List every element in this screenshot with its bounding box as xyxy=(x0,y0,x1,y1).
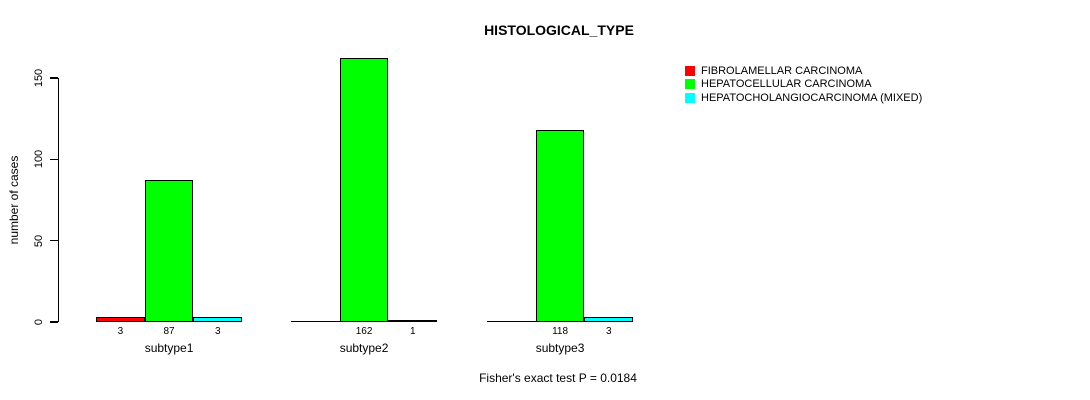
y-tick-label: 0 xyxy=(33,318,45,326)
bar-value-label: 87 xyxy=(163,326,175,337)
bar-value-label: 3 xyxy=(214,326,221,337)
bar-subtype1-series0 xyxy=(96,317,145,322)
legend-label: HEPATOCELLULAR CARCINOMA xyxy=(701,78,872,91)
legend-item: FIBROLAMELLAR CARCINOMA xyxy=(685,64,922,78)
y-tick-label: 150 xyxy=(33,68,45,88)
legend-label: FIBROLAMELLAR CARCINOMA xyxy=(701,64,863,77)
bar-subtype3-series2 xyxy=(584,317,634,322)
legend-swatch-cyan xyxy=(685,92,695,103)
legend-label: HEPATOCHOLANGIOCARCINOMA (MIXED) xyxy=(701,91,923,104)
bar-subtype2-series1 xyxy=(339,58,389,322)
legend: FIBROLAMELLAR CARCINOMA HEPATOCELLULAR C… xyxy=(685,64,922,105)
legend-swatch-green xyxy=(685,79,695,90)
y-axis-label: number of cases xyxy=(7,155,21,245)
bar-subtype1-series2 xyxy=(193,317,243,322)
bar-subtype2-series2 xyxy=(388,320,438,323)
legend-item: HEPATOCHOLANGIOCARCINOMA (MIXED) xyxy=(685,91,922,105)
legend-item: HEPATOCELLULAR CARCINOMA xyxy=(685,78,922,92)
chart-title: HISTOLOGICAL_TYPE xyxy=(484,22,634,38)
y-tick xyxy=(50,240,58,242)
bar-value-label: 3 xyxy=(117,326,124,337)
y-tick xyxy=(50,158,58,161)
statistical-test-annotation: Fisher's exact test P = 0.0184 xyxy=(479,371,637,385)
y-tick xyxy=(50,321,58,323)
bar-value-label: 162 xyxy=(355,326,373,337)
bar-value-label: 1 xyxy=(409,326,416,337)
x-category-label-subtype3: subtype3 xyxy=(535,341,585,355)
legend-swatch-red xyxy=(685,65,695,76)
x-category-label-subtype2: subtype2 xyxy=(339,341,389,355)
bar-value-label: 118 xyxy=(552,326,569,337)
y-tick-label: 50 xyxy=(33,234,45,247)
bar-value-label: 3 xyxy=(605,326,612,337)
y-tick xyxy=(50,77,58,79)
x-category-label-subtype1: subtype1 xyxy=(144,341,194,355)
bar-subtype3-series1 xyxy=(535,130,585,322)
y-tick-label: 100 xyxy=(33,150,45,169)
bar-subtype1-series1 xyxy=(144,180,194,322)
y-axis-line xyxy=(58,78,60,322)
